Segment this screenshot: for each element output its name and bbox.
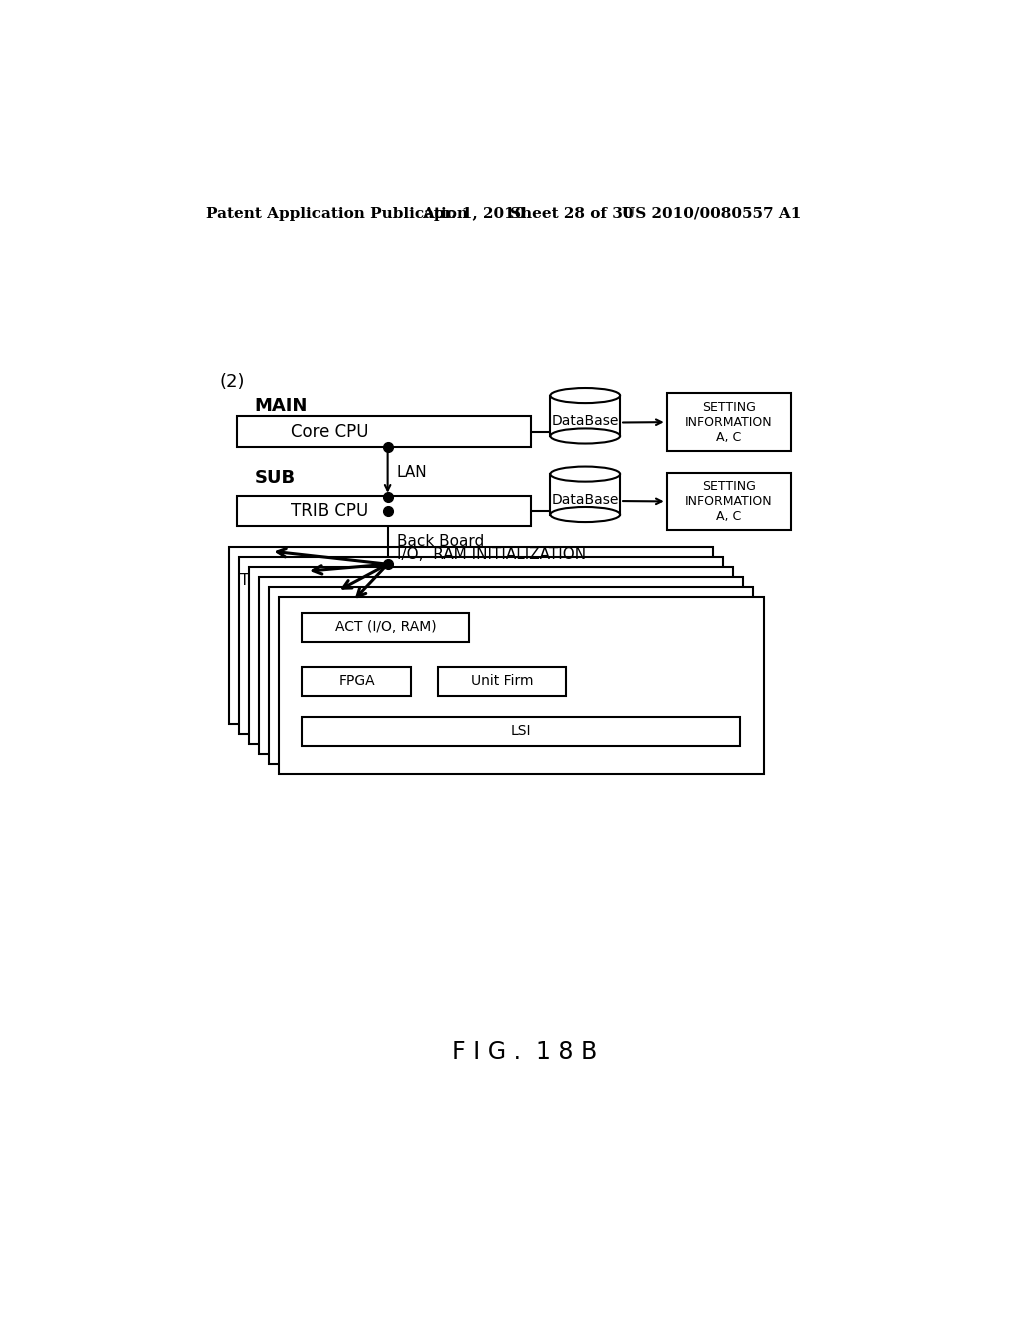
Bar: [550, 396, 621, 436]
Bar: [302, 667, 411, 696]
Text: I/O,  RAM INITIALIZATION: I/O, RAM INITIALIZATION: [397, 548, 586, 562]
Ellipse shape: [550, 388, 621, 403]
Bar: [237, 496, 531, 527]
Bar: [438, 667, 566, 696]
Text: SUB: SUB: [254, 469, 296, 487]
Text: Transponder Units: Transponder Units: [241, 573, 379, 587]
Text: DataBase: DataBase: [552, 414, 618, 429]
Text: TRIB CPU: TRIB CPU: [291, 502, 368, 520]
Bar: [269, 587, 754, 764]
Text: DataBase: DataBase: [552, 492, 618, 507]
Bar: [667, 473, 791, 531]
Text: MAIN: MAIN: [254, 397, 307, 416]
Text: Apr. 1, 2010: Apr. 1, 2010: [423, 207, 526, 220]
Bar: [259, 577, 743, 755]
Bar: [249, 568, 733, 744]
Text: LAN: LAN: [397, 465, 428, 479]
Bar: [280, 598, 764, 775]
Ellipse shape: [550, 507, 621, 523]
Ellipse shape: [550, 429, 621, 444]
Bar: [302, 717, 740, 746]
Text: US 2010/0080557 A1: US 2010/0080557 A1: [623, 207, 802, 220]
Text: F I G .  1 8 B: F I G . 1 8 B: [453, 1040, 597, 1064]
Text: SETTING
INFORMATION
A, C: SETTING INFORMATION A, C: [685, 401, 772, 444]
Text: Core CPU: Core CPU: [291, 422, 369, 441]
Text: SETTING
INFORMATION
A, C: SETTING INFORMATION A, C: [685, 480, 772, 523]
Text: LSI: LSI: [511, 725, 531, 738]
Bar: [228, 548, 713, 725]
Text: Patent Application Publication: Patent Application Publication: [206, 207, 468, 220]
Bar: [302, 612, 469, 642]
Text: FPGA: FPGA: [338, 675, 375, 688]
Text: Unit Firm: Unit Firm: [471, 675, 534, 688]
Bar: [239, 557, 723, 734]
Bar: [237, 416, 531, 447]
Text: (2): (2): [219, 372, 245, 391]
Bar: [550, 474, 621, 515]
Bar: [667, 393, 791, 451]
Text: ACT (I/O, RAM): ACT (I/O, RAM): [335, 620, 436, 635]
Text: Sheet 28 of 30: Sheet 28 of 30: [510, 207, 634, 220]
Text: Back Board: Back Board: [397, 535, 484, 549]
Ellipse shape: [550, 466, 621, 482]
